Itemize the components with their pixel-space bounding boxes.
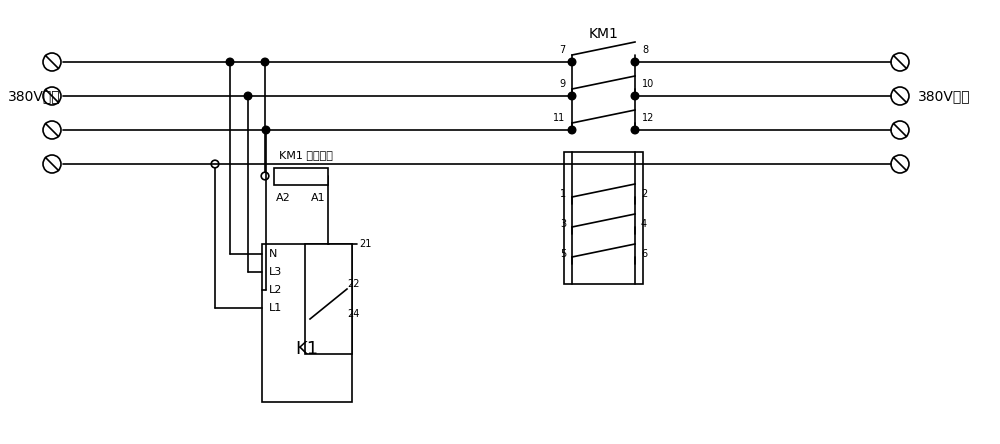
Text: KM1: KM1: [589, 27, 618, 41]
Circle shape: [631, 92, 639, 100]
Text: 11: 11: [553, 113, 565, 123]
Bar: [274, 167, 328, 185]
Circle shape: [226, 58, 234, 66]
Text: 380V输出: 380V输出: [918, 89, 971, 103]
Bar: [564, 152, 643, 284]
Text: N: N: [269, 249, 277, 259]
Circle shape: [568, 126, 576, 134]
Circle shape: [568, 58, 576, 66]
Text: 12: 12: [642, 113, 654, 123]
Circle shape: [631, 126, 639, 134]
Text: L1: L1: [269, 303, 282, 313]
Circle shape: [261, 58, 269, 66]
Text: KM1 自动换相: KM1 自动换相: [279, 150, 333, 160]
Text: 10: 10: [642, 79, 654, 89]
Text: 3: 3: [560, 219, 566, 229]
Text: 5: 5: [560, 249, 566, 259]
Text: 21: 21: [359, 239, 371, 249]
Text: L2: L2: [269, 285, 282, 295]
Text: K1: K1: [295, 341, 319, 358]
Text: L3: L3: [269, 267, 282, 277]
Circle shape: [262, 126, 270, 134]
Circle shape: [244, 92, 252, 100]
Text: 7: 7: [559, 45, 565, 55]
Bar: [305, 244, 352, 354]
Text: 4: 4: [641, 219, 647, 229]
Circle shape: [631, 58, 639, 66]
Text: 1: 1: [560, 189, 566, 199]
Text: 2: 2: [641, 189, 647, 199]
Text: A2: A2: [276, 193, 291, 203]
Bar: [262, 244, 352, 402]
Text: A1: A1: [311, 193, 326, 203]
Text: 8: 8: [642, 45, 648, 55]
Text: 22: 22: [347, 279, 360, 289]
Text: 9: 9: [559, 79, 565, 89]
Text: 6: 6: [641, 249, 647, 259]
Circle shape: [568, 92, 576, 100]
Text: 380V输入: 380V输入: [8, 89, 61, 103]
Text: 24: 24: [347, 309, 359, 319]
